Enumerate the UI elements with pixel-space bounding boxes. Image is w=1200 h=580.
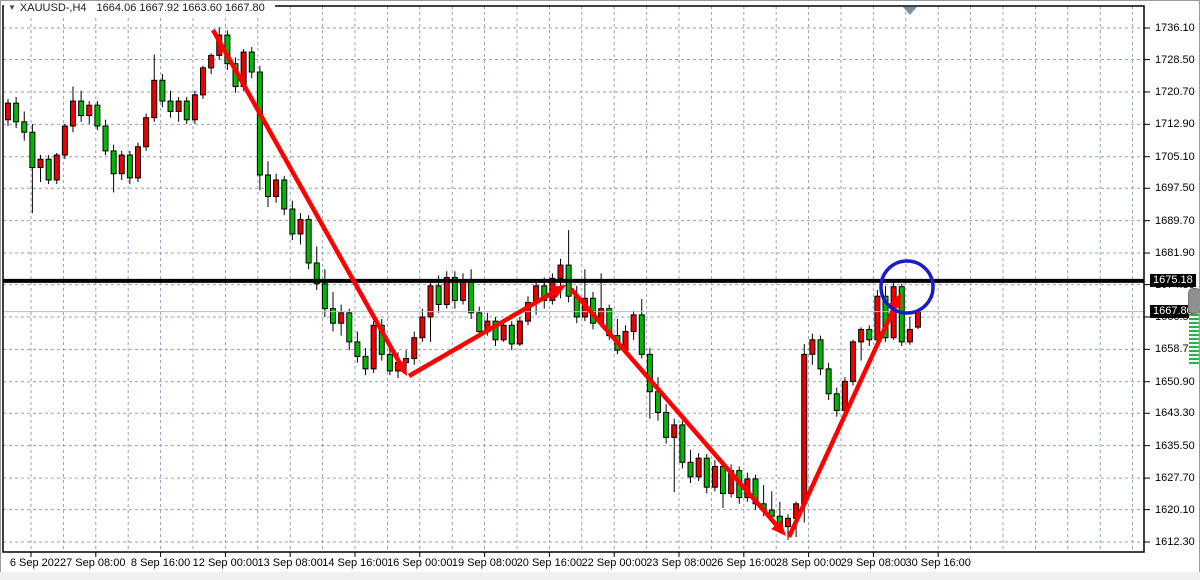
- price-axis-label: 1650.90: [1155, 375, 1195, 388]
- price-axis-label: 1643.30: [1155, 407, 1195, 420]
- price-axis-label: 1627.70: [1155, 472, 1195, 485]
- price-axis-label: 1635.50: [1155, 439, 1195, 452]
- time-axis-label: 19 Sep 08:00: [451, 557, 518, 569]
- time-axis-label: 16 Sep 00:00: [387, 557, 453, 569]
- plot-border: [2, 5, 1150, 557]
- price-axis-label: 1689.70: [1155, 214, 1195, 227]
- price-tag-1667.80: 1667.80: [1150, 304, 1196, 318]
- collapse-triangle-icon[interactable]: ▼: [8, 2, 16, 12]
- time-axis-label: 12 Sep 00:00: [192, 557, 259, 569]
- highlight-circle: [879, 259, 935, 315]
- price-axis-label: 1728.50: [1155, 53, 1195, 66]
- time-axis-label: 7 Sep 08:00: [66, 557, 126, 569]
- symbol-period-label: XAUUSD-,H4: [19, 2, 87, 14]
- price-axis-label: 1712.90: [1155, 118, 1195, 131]
- scrollbar-thumb[interactable]: [1188, 288, 1200, 314]
- time-axis-label: 23 Sep 08:00: [646, 557, 712, 569]
- price-axis-label: 1620.10: [1155, 503, 1195, 516]
- scrollbar-stripes: [1189, 314, 1199, 366]
- price-axis-label: 1681.90: [1155, 247, 1195, 260]
- price-axis-label: 1705.10: [1155, 150, 1195, 163]
- price-axis-label: 1720.70: [1155, 85, 1195, 98]
- time-axis-label: 26 Sep 16:00: [711, 557, 777, 569]
- price-tag-1675.18: 1675.18: [1150, 273, 1196, 287]
- time-axis-label: 8 Sep 16:00: [130, 557, 191, 569]
- window-bottom-edge: [0, 572, 1200, 580]
- time-axis-label: 20 Sep 16:00: [516, 557, 583, 569]
- vertical-scrollbar[interactable]: [1188, 288, 1200, 368]
- price-axis-label: 1658.70: [1155, 343, 1195, 356]
- time-axis-label: 28 Sep 00:00: [775, 557, 842, 569]
- time-axis-label: 30 Sep 16:00: [905, 557, 971, 569]
- price-axis-label: 1697.50: [1155, 182, 1195, 195]
- time-axis-label: 13 Sep 08:00: [257, 557, 323, 569]
- chart-title-bar: ▼ XAUUSD-,H4 1664.06 1667.92 1663.60 166…: [4, 1, 275, 15]
- chart-shift-marker-icon[interactable]: [903, 7, 917, 15]
- ohlc-values: 1664.06 1667.92 1663.60 1667.80: [96, 2, 265, 14]
- time-axis-label: 22 Sep 00:00: [581, 557, 647, 569]
- time-axis-label: 14 Sep 16:00: [322, 557, 388, 569]
- candles: [5, 27, 921, 540]
- price-lines: [3, 278, 1144, 313]
- time-axis-label: 6 Sep 2022: [9, 557, 67, 569]
- price-axis-label: 1736.10: [1155, 22, 1195, 34]
- price-axis-label: 1612.30: [1155, 536, 1195, 548]
- time-axis-label: 29 Sep 08:00: [840, 557, 907, 569]
- trend-arrows: [211, 28, 901, 538]
